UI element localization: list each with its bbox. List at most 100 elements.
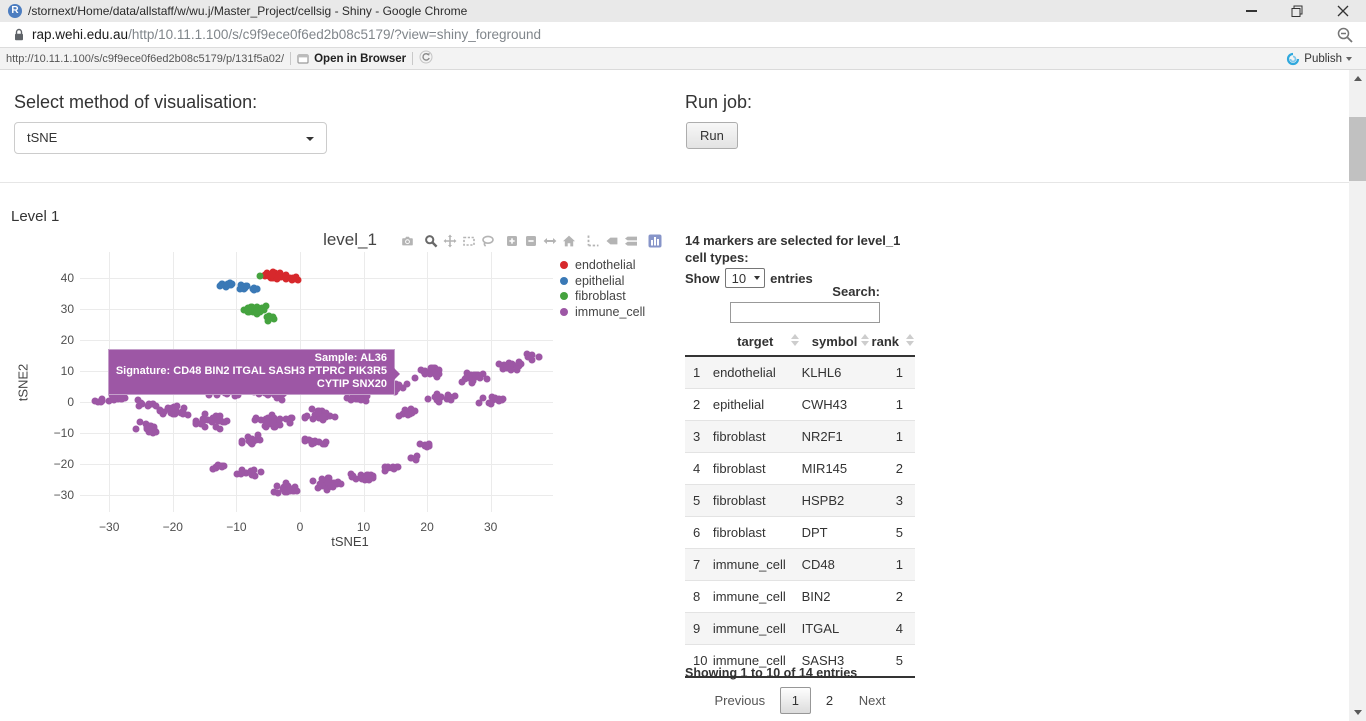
scatter-point-immune_cell[interactable] <box>444 391 452 399</box>
scatter-point-immune_cell[interactable] <box>411 407 419 415</box>
scatter-point-immune_cell[interactable] <box>494 396 501 404</box>
scatter-point-immune_cell[interactable] <box>275 419 283 427</box>
scatter-point-immune_cell[interactable] <box>319 413 327 421</box>
scatter-point-immune_cell[interactable] <box>156 406 164 414</box>
scatter-point-immune_cell[interactable] <box>205 391 213 399</box>
zoom-in-icon[interactable] <box>505 234 519 248</box>
scatter-point-immune_cell[interactable] <box>503 364 511 372</box>
entries-count-select[interactable]: 10 <box>724 268 766 288</box>
scatter-point-immune_cell[interactable] <box>308 405 316 412</box>
scatter-point-immune_cell[interactable] <box>401 406 409 414</box>
reset-axes-icon[interactable] <box>562 234 576 248</box>
scatter-point-endothelial[interactable] <box>282 275 290 283</box>
scatter-point-fibroblast[interactable] <box>244 305 252 313</box>
scatter-point-immune_cell[interactable] <box>214 417 222 425</box>
scatter-point-immune_cell[interactable] <box>357 396 365 404</box>
scatter-point-immune_cell[interactable] <box>247 469 255 477</box>
scatter-point-immune_cell[interactable] <box>219 418 227 426</box>
scatter-point-immune_cell[interactable] <box>416 440 424 447</box>
scatter-point-immune_cell[interactable] <box>256 436 264 444</box>
scatter-point-immune_cell[interactable] <box>395 381 403 389</box>
scatter-point-immune_cell[interactable] <box>248 435 256 443</box>
autoscale-icon[interactable] <box>543 234 557 248</box>
scatter-point-immune_cell[interactable] <box>463 369 471 377</box>
scatter-point-immune_cell[interactable] <box>364 472 372 480</box>
scatter-point-immune_cell[interactable] <box>212 412 220 420</box>
scatter-point-immune_cell[interactable] <box>270 488 278 496</box>
scatter-point-immune_cell[interactable] <box>399 384 407 392</box>
legend-item-fibroblast[interactable]: fibroblast <box>558 288 663 304</box>
scatter-point-immune_cell[interactable] <box>261 422 269 430</box>
scatter-point-epithelial[interactable] <box>236 285 244 293</box>
scatter-point-immune_cell[interactable] <box>412 456 420 464</box>
scatter-point-immune_cell[interactable] <box>515 358 522 366</box>
scatter-point-immune_cell[interactable] <box>322 483 330 491</box>
scatter-point-immune_cell[interactable] <box>247 439 255 447</box>
scatter-point-immune_cell[interactable] <box>223 417 231 425</box>
scatter-point-immune_cell[interactable] <box>238 437 245 445</box>
scatter-point-immune_cell[interactable] <box>197 420 205 428</box>
scatter-point-immune_cell[interactable] <box>117 395 125 403</box>
scatter-point-immune_cell[interactable] <box>134 396 142 404</box>
scatter-point-immune_cell[interactable] <box>513 366 521 374</box>
scatter-point-immune_cell[interactable] <box>192 420 200 428</box>
scrollbar-up-button[interactable] <box>1349 70 1366 87</box>
scatter-point-immune_cell[interactable] <box>435 366 443 374</box>
scatter-point-epithelial[interactable] <box>217 281 224 289</box>
scatter-point-fibroblast[interactable] <box>253 303 261 311</box>
scatter-point-fibroblast[interactable] <box>265 314 273 322</box>
scatter-point-immune_cell[interactable] <box>470 371 478 379</box>
scatter-point-immune_cell[interactable] <box>237 470 245 477</box>
pagination-page-2[interactable]: 2 <box>825 693 834 708</box>
scatter-point-immune_cell[interactable] <box>252 436 260 444</box>
scatter-point-immune_cell[interactable] <box>431 393 439 400</box>
camera-icon[interactable] <box>400 234 414 248</box>
scatter-point-immune_cell[interactable] <box>254 431 262 439</box>
scatter-point-immune_cell[interactable] <box>432 371 440 379</box>
scatter-point-immune_cell[interactable] <box>293 487 300 495</box>
scatter-point-immune_cell[interactable] <box>358 475 366 483</box>
scatter-point-immune_cell[interactable] <box>384 463 392 471</box>
scatter-point-immune_cell[interactable] <box>326 412 333 420</box>
scatter-point-immune_cell[interactable] <box>209 465 217 472</box>
scatter-point-immune_cell[interactable] <box>274 489 282 497</box>
scatter-point-epithelial[interactable] <box>242 282 250 290</box>
scatter-point-immune_cell[interactable] <box>146 422 154 430</box>
scatter-point-immune_cell[interactable] <box>168 404 176 412</box>
scatter-point-endothelial[interactable] <box>292 273 300 281</box>
plot-area[interactable]: Sample: AL36 Signature: CD48 BIN2 ITGAL … <box>80 252 553 512</box>
scatter-point-immune_cell[interactable] <box>152 428 159 436</box>
scatter-point-immune_cell[interactable] <box>160 408 167 416</box>
scatter-point-immune_cell[interactable] <box>407 454 415 462</box>
scatter-point-immune_cell[interactable] <box>152 402 160 410</box>
scatter-point-immune_cell[interactable] <box>291 483 299 491</box>
scatter-point-immune_cell[interactable] <box>395 412 403 420</box>
spike-lines-icon[interactable] <box>586 234 600 248</box>
tsne-plot[interactable]: level_1 Sample: AL36 Signature: CD48 BIN… <box>10 228 665 563</box>
scatter-point-immune_cell[interactable] <box>164 404 172 412</box>
scatter-point-endothelial[interactable] <box>289 274 296 282</box>
hover-compare-icon[interactable] <box>624 234 638 248</box>
scatter-point-immune_cell[interactable] <box>271 423 279 431</box>
scatter-point-immune_cell[interactable] <box>357 471 364 479</box>
scatter-point-immune_cell[interactable] <box>242 469 249 477</box>
scatter-point-immune_cell[interactable] <box>136 418 144 426</box>
scatter-point-immune_cell[interactable] <box>348 395 356 403</box>
scatter-point-immune_cell[interactable] <box>212 423 219 431</box>
scatter-point-immune_cell[interactable] <box>173 402 181 410</box>
scatter-point-immune_cell[interactable] <box>525 352 533 360</box>
scatter-point-immune_cell[interactable] <box>406 407 414 415</box>
scatter-point-immune_cell[interactable] <box>145 428 153 436</box>
scatter-point-endothelial[interactable] <box>268 271 276 279</box>
scatter-point-immune_cell[interactable] <box>499 364 507 372</box>
scatter-point-immune_cell[interactable] <box>314 409 322 417</box>
scatter-point-immune_cell[interactable] <box>105 397 113 405</box>
scatter-point-immune_cell[interactable] <box>268 411 276 419</box>
scatter-point-immune_cell[interactable] <box>404 411 411 419</box>
pan-icon[interactable] <box>443 234 457 248</box>
scatter-point-immune_cell[interactable] <box>389 463 397 471</box>
scatter-point-immune_cell[interactable] <box>314 484 322 492</box>
scatter-point-immune_cell[interactable] <box>435 396 443 404</box>
browser-zoom-icon[interactable] <box>1336 26 1354 49</box>
scatter-point-immune_cell[interactable] <box>426 369 434 377</box>
